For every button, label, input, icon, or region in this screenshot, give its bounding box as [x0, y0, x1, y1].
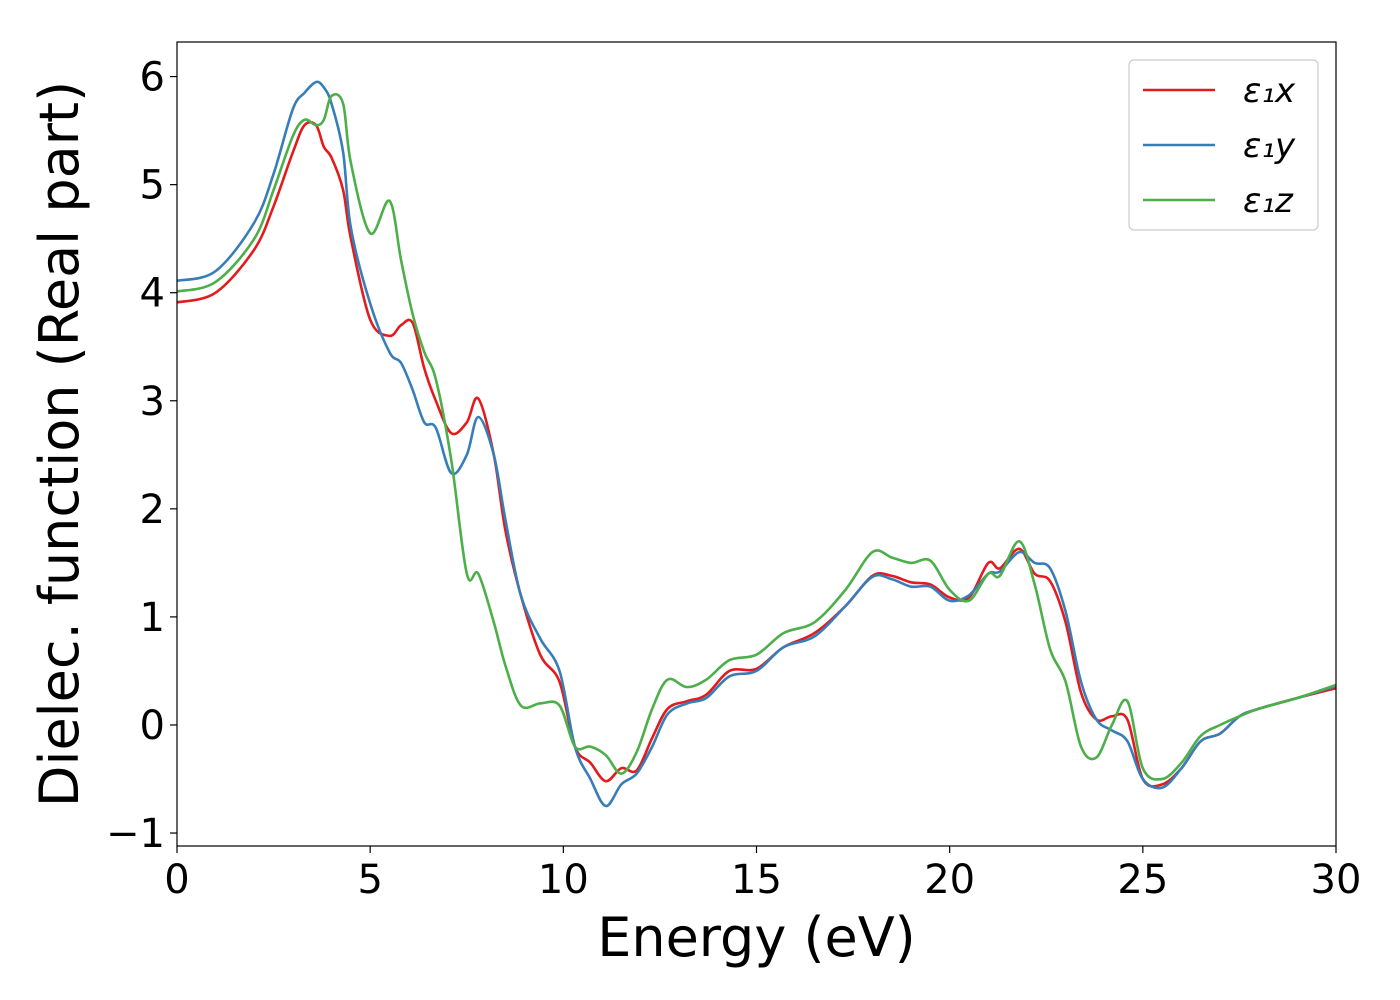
y-tick-label: 6 [140, 55, 165, 101]
series-layer [176, 80, 1337, 808]
legend-label-0: ε₁x [1243, 71, 1296, 111]
x-tick-label: 0 [164, 857, 189, 903]
y-axis-title: Dielec. function (Real part) [28, 81, 91, 807]
legend: ε₁x ε₁y ε₁z [1128, 59, 1319, 231]
y-tick-label: 1 [140, 595, 165, 641]
y-tick-label: 2 [140, 487, 165, 533]
series-line-1 [176, 80, 1337, 808]
y-tick-label: 4 [140, 271, 165, 317]
y-tick-label: 0 [140, 703, 165, 749]
legend-label-2: ε₁z [1243, 181, 1294, 221]
y-tick-label: 5 [140, 163, 165, 209]
x-tick-label: 30 [1311, 857, 1362, 903]
series-line-2 [176, 92, 1337, 781]
x-tick-label: 25 [1117, 857, 1168, 903]
x-tick-label: 10 [538, 857, 589, 903]
y-axis: −1 0 1 2 3 4 5 6 [106, 55, 177, 857]
x-axis-title: Energy (eV) [597, 906, 916, 969]
legend-frame [1128, 59, 1319, 231]
series-line-0 [176, 120, 1337, 788]
x-tick-label: 15 [731, 857, 782, 903]
legend-label-1: ε₁y [1243, 126, 1296, 166]
y-tick-label: 3 [140, 379, 165, 425]
y-tick-label: −1 [106, 811, 165, 857]
x-tick-label: 20 [924, 857, 975, 903]
x-axis: 0 5 10 15 20 25 30 [164, 846, 1361, 903]
x-tick-label: 5 [357, 857, 382, 903]
